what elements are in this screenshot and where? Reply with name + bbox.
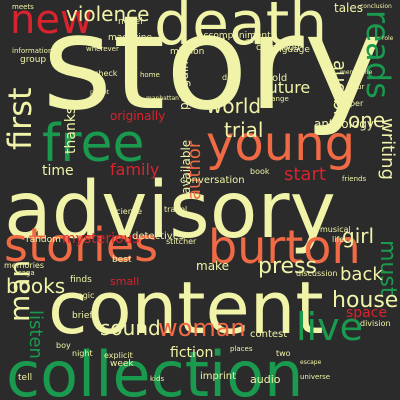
word-books: books (6, 274, 66, 298)
word-audio: audio (250, 373, 281, 386)
word-finds: finds (70, 275, 92, 285)
word-mysterious: mysterious (62, 231, 140, 247)
word-manhattan: manhattan (146, 95, 179, 102)
word-planet: planet (90, 89, 109, 96)
word-family: family (110, 160, 160, 179)
word-group: group (20, 55, 47, 65)
word-violence: violence (66, 2, 150, 26)
word-friends: friends (342, 175, 367, 183)
word-meets: meets (12, 3, 34, 11)
word-press: press (258, 254, 317, 279)
word-science: science (112, 207, 143, 216)
word-check: check (94, 69, 118, 78)
word-house: house (332, 288, 399, 313)
word-space: space (346, 305, 388, 321)
word-small: small (110, 275, 140, 288)
word-musical: musical (320, 225, 351, 234)
word-saga: saga (18, 269, 35, 277)
word-death: death (154, 0, 328, 59)
word-trial: trial (224, 118, 264, 142)
word-brief: brief (72, 311, 93, 321)
word-sound: sound (100, 316, 161, 340)
word-magazine: magazine (108, 33, 152, 43)
word-one: one (348, 108, 386, 132)
word-novel: novel (118, 17, 143, 27)
word-childhood: childhood (256, 43, 300, 53)
word-young: young (206, 116, 356, 172)
word-new: new (10, 0, 93, 43)
word-places: places (230, 345, 253, 353)
word-discussion: discussion (296, 269, 338, 278)
word-series: series (246, 37, 267, 45)
word-collection: collection (6, 338, 304, 400)
word-accompaniment: accompaniment (198, 31, 271, 41)
word-dark: dark (222, 73, 240, 82)
word-imprint: imprint (200, 371, 237, 382)
word-live: live (296, 305, 363, 349)
word-night: night (72, 349, 93, 358)
word-conversation: conversation (180, 175, 245, 186)
word-anthology: anthology (314, 117, 375, 131)
word-old: old (272, 73, 288, 84)
word-paper: paper (340, 99, 364, 108)
word-time: time (42, 163, 74, 179)
word-division: division (360, 319, 391, 328)
word-thanks: thanks (63, 106, 79, 154)
word-best: best (112, 255, 132, 265)
word-memories: memories (4, 261, 45, 270)
word-tour: tour (350, 83, 365, 91)
word-future: future (262, 78, 311, 97)
word-language: language (268, 45, 310, 55)
word-make: make (196, 259, 229, 273)
word-two: two (276, 349, 291, 358)
word-universe: universe (300, 373, 331, 381)
word-story: story (42, 0, 384, 139)
word-detectives: detectives (132, 231, 185, 242)
word-originally: originally (110, 109, 166, 123)
word-girl: girl (342, 224, 375, 248)
word-tell: tell (18, 373, 33, 383)
word-random: random (26, 235, 61, 245)
word-stitcher: stitcher (166, 237, 197, 246)
word-mission: mission (170, 47, 205, 57)
word-home: home (140, 71, 160, 79)
word-menagerie: menagerie (340, 69, 373, 76)
word-book: book (250, 167, 270, 176)
word-advisory: advisory (4, 166, 336, 256)
word-reads: reads (359, 10, 397, 99)
word-strange: strange (262, 95, 289, 103)
word-back: back (340, 264, 383, 285)
word-role: role (382, 35, 394, 42)
word-kids: kids (150, 375, 165, 383)
word-first: first (1, 87, 39, 150)
word-travel: travel (164, 205, 188, 214)
word-magic: magic (70, 291, 95, 300)
word-burton: burton (208, 220, 361, 274)
word-life: life (332, 235, 345, 244)
word-wherever: wherever (86, 45, 119, 53)
word-listen: listen (25, 310, 46, 359)
word-start: start (284, 164, 326, 185)
word-tales: tales (334, 1, 364, 15)
word-escape: escape (300, 359, 322, 366)
word-free: free (42, 114, 145, 174)
word-stories: stories (4, 218, 159, 272)
word-week: week (110, 359, 134, 369)
word-explicit: explicit (104, 351, 133, 360)
word-fiction: fiction (170, 345, 214, 361)
word-conclusion: conclusion (360, 3, 392, 10)
word-penguin: penguin (177, 61, 191, 110)
word-world: world (206, 94, 262, 118)
word-boy: boy (56, 341, 71, 350)
word-information: information (12, 47, 53, 55)
word-contest: contest (250, 329, 288, 340)
word-woman: woman (158, 314, 246, 342)
word-content: content (48, 266, 324, 350)
